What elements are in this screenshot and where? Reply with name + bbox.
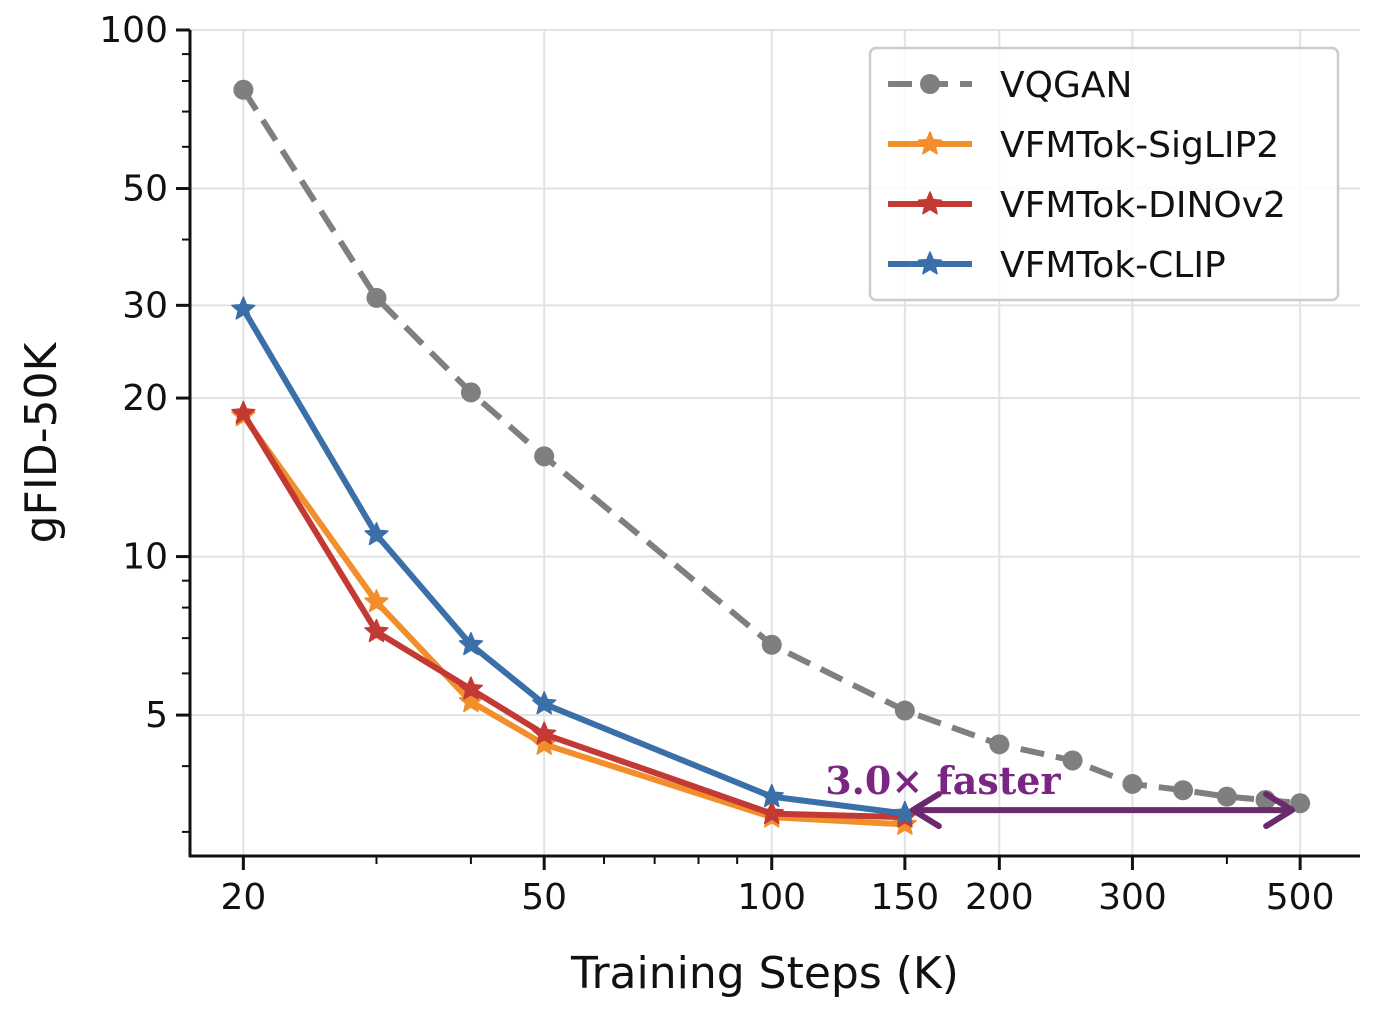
legend-item: VQGAN: [888, 65, 1132, 106]
data-point: [989, 734, 1010, 755]
series-vfmtok-clip: [231, 296, 918, 825]
x-tick-label: 500: [1266, 877, 1335, 918]
legend-item: VFMTok-CLIP: [888, 245, 1226, 286]
series-line: [240, 411, 905, 821]
plot-area: [231, 79, 1311, 835]
data-point: [894, 700, 915, 721]
legend-item: VFMTok-DINOv2: [888, 185, 1286, 226]
data-point: [759, 783, 784, 808]
data-point: [1122, 773, 1143, 794]
data-point: [759, 800, 784, 825]
y-tick-label: 30: [122, 285, 168, 326]
y-tick-label: 50: [122, 169, 168, 210]
legend-marker: [917, 251, 943, 275]
data-point: [366, 287, 387, 308]
legend-label: VFMTok-DINOv2: [1000, 185, 1286, 226]
x-tick-label: 200: [965, 877, 1034, 918]
annotation-arrow-head-left: [909, 791, 942, 830]
legend-box: [868, 46, 1340, 302]
data-point: [458, 676, 484, 700]
legend-label: VFMTok-SigLIP2: [1000, 125, 1279, 166]
data-point: [1173, 780, 1194, 801]
data-point: [231, 400, 256, 424]
y-axis-title: gFID-50K: [16, 341, 67, 543]
data-point: [761, 634, 782, 655]
data-point: [364, 618, 389, 643]
annotation-text: 3.0× faster: [825, 758, 1061, 803]
legend-marker: [917, 191, 943, 215]
series-line: [240, 414, 906, 828]
data-point: [233, 79, 254, 100]
data-point: [532, 691, 557, 715]
x-tick-label: 50: [521, 877, 567, 918]
y-tick-label: 5: [145, 695, 168, 736]
legend: VQGAN VFMTok-SigLIP2 VFMTok-DINOv2 VFMTok-C…: [868, 46, 1340, 302]
annotation: 3.0× faster: [825, 758, 1296, 830]
y-tick-label: 20: [122, 378, 168, 419]
x-tick-label: 100: [737, 877, 806, 918]
series-vqgan: [233, 79, 1311, 814]
data-point: [231, 296, 256, 320]
x-tick-label: 20: [220, 877, 266, 918]
legend-marker: [920, 74, 940, 94]
series-line: [240, 307, 906, 817]
data-point: [534, 446, 555, 467]
data-point: [532, 731, 557, 755]
x-tick-label: 300: [1098, 877, 1167, 918]
data-point: [460, 382, 481, 403]
legend-label: VFMTok-CLIP: [1000, 245, 1226, 286]
data-point: [1290, 793, 1311, 814]
data-point: [532, 721, 557, 745]
data-point: [364, 522, 389, 546]
x-tick-label: 150: [871, 877, 940, 918]
data-point: [1062, 750, 1083, 771]
data-point: [1216, 786, 1237, 807]
y-tick-label: 100: [99, 10, 168, 51]
x-axis-title: Training Steps (K): [570, 948, 959, 999]
data-point: [458, 632, 484, 656]
legend-label: VQGAN: [1000, 65, 1132, 106]
axes: 20 50 100 150 200 300 500 5 10 20 30 50 100: [99, 10, 1360, 918]
annotation-arrow-head-right: [1263, 791, 1296, 830]
legend-marker: [917, 131, 943, 155]
y-tick-label: 10: [122, 537, 168, 578]
legend-item: VFMTok-SigLIP2: [888, 125, 1279, 166]
data-point: [364, 589, 389, 613]
